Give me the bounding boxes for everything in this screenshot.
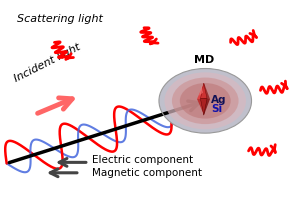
Text: Ag: Ag — [211, 95, 227, 105]
Polygon shape — [199, 85, 203, 96]
Circle shape — [159, 68, 251, 133]
Text: Magnetic component: Magnetic component — [92, 168, 202, 178]
Text: MD: MD — [194, 55, 214, 65]
Text: Electric component: Electric component — [92, 155, 193, 165]
Polygon shape — [204, 83, 210, 99]
Polygon shape — [197, 83, 204, 99]
Text: Si: Si — [211, 104, 222, 114]
Text: Scattering light: Scattering light — [17, 14, 103, 24]
Circle shape — [164, 72, 246, 129]
Circle shape — [172, 77, 238, 124]
Polygon shape — [200, 99, 207, 115]
Polygon shape — [197, 99, 204, 115]
Polygon shape — [204, 99, 210, 115]
Circle shape — [180, 83, 231, 119]
Text: Incident light: Incident light — [13, 42, 82, 84]
Polygon shape — [200, 83, 207, 99]
